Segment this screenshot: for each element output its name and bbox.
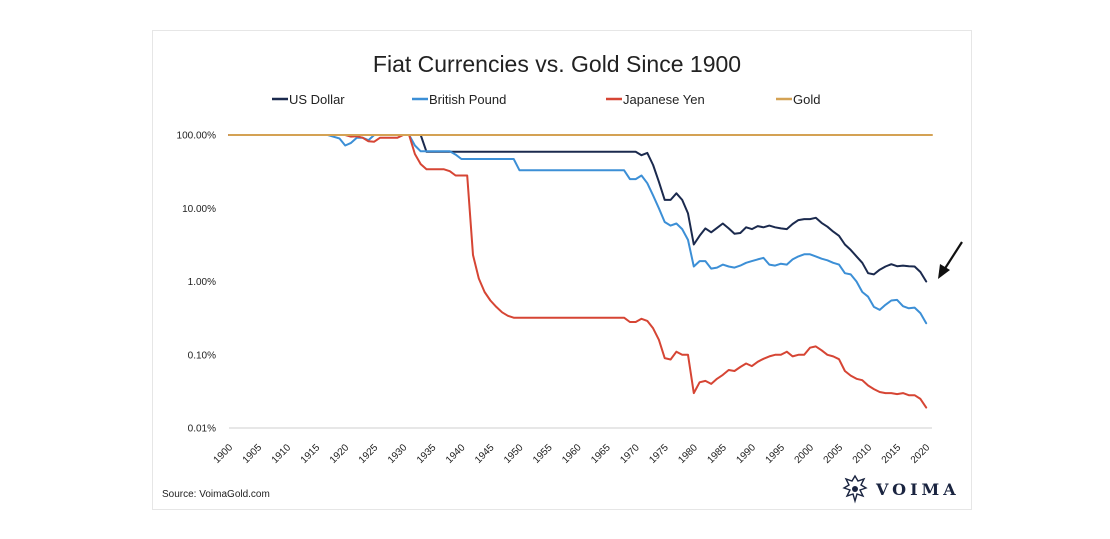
brand-logo: VOIMA [842, 474, 960, 504]
x-tick-label: 1975 [647, 442, 671, 466]
x-tick-label: 1910 [270, 442, 294, 466]
y-tick-label: 0.01% [188, 424, 216, 435]
x-tick-label: 1970 [618, 442, 642, 466]
x-tick-label: 1990 [735, 442, 759, 466]
x-tick-label: 1905 [241, 442, 265, 466]
x-tick-label: 1965 [589, 442, 613, 466]
chart-title: Fiat Currencies vs. Gold Since 1900 [373, 51, 741, 77]
legend-item: Gold [793, 92, 820, 107]
y-tick-label: 100.00% [177, 131, 217, 142]
x-tick-label: 1925 [357, 442, 381, 466]
x-tick-label: 1935 [415, 442, 439, 466]
chart-card [152, 30, 972, 510]
legend-item: Japanese Yen [623, 92, 705, 107]
x-tick-label: 1960 [560, 442, 584, 466]
x-tick-label: 1920 [328, 442, 352, 466]
x-tick-label: 2015 [880, 442, 904, 466]
series-line-british-pound [228, 134, 928, 325]
legend-item: British Pound [429, 92, 506, 107]
y-axis: 100.00% 10.00% 1.00% 0.10% 0.01% [177, 131, 217, 435]
x-axis: 1900 1905 1910 1915 1920 1925 1930 1935 1940 1945… [212, 442, 933, 466]
series [228, 134, 933, 409]
brand-name: VOIMA [876, 479, 960, 499]
annotation-arrow-icon [938, 241, 963, 279]
x-tick-label: 1915 [299, 442, 323, 466]
x-tick-label: 1955 [531, 442, 555, 466]
x-tick-label: 2005 [822, 442, 846, 466]
x-tick-label: 2020 [909, 442, 933, 466]
y-tick-label: 10.00% [182, 204, 216, 215]
series-line-japanese-yen [228, 134, 928, 409]
series-line-us-dollar [228, 134, 928, 283]
x-tick-label: 2000 [793, 442, 817, 466]
x-tick-label: 1950 [502, 442, 526, 466]
voima-crest-icon [842, 474, 868, 504]
y-tick-label: 1.00% [188, 277, 216, 288]
x-tick-label: 1985 [705, 442, 729, 466]
x-tick-label: 2010 [851, 442, 875, 466]
x-tick-label: 1940 [444, 442, 468, 466]
x-tick-label: 1980 [676, 442, 700, 466]
legend: US Dollar British Pound Japanese Yen Gold [272, 92, 820, 107]
legend-item: US Dollar [289, 92, 345, 107]
x-tick-label: 1945 [473, 442, 497, 466]
x-tick-label: 1930 [386, 442, 410, 466]
x-tick-label: 1995 [764, 442, 788, 466]
x-tick-label: 1900 [212, 442, 236, 466]
y-tick-label: 0.10% [188, 350, 216, 361]
source-note: Source: VoimaGold.com [162, 489, 270, 500]
